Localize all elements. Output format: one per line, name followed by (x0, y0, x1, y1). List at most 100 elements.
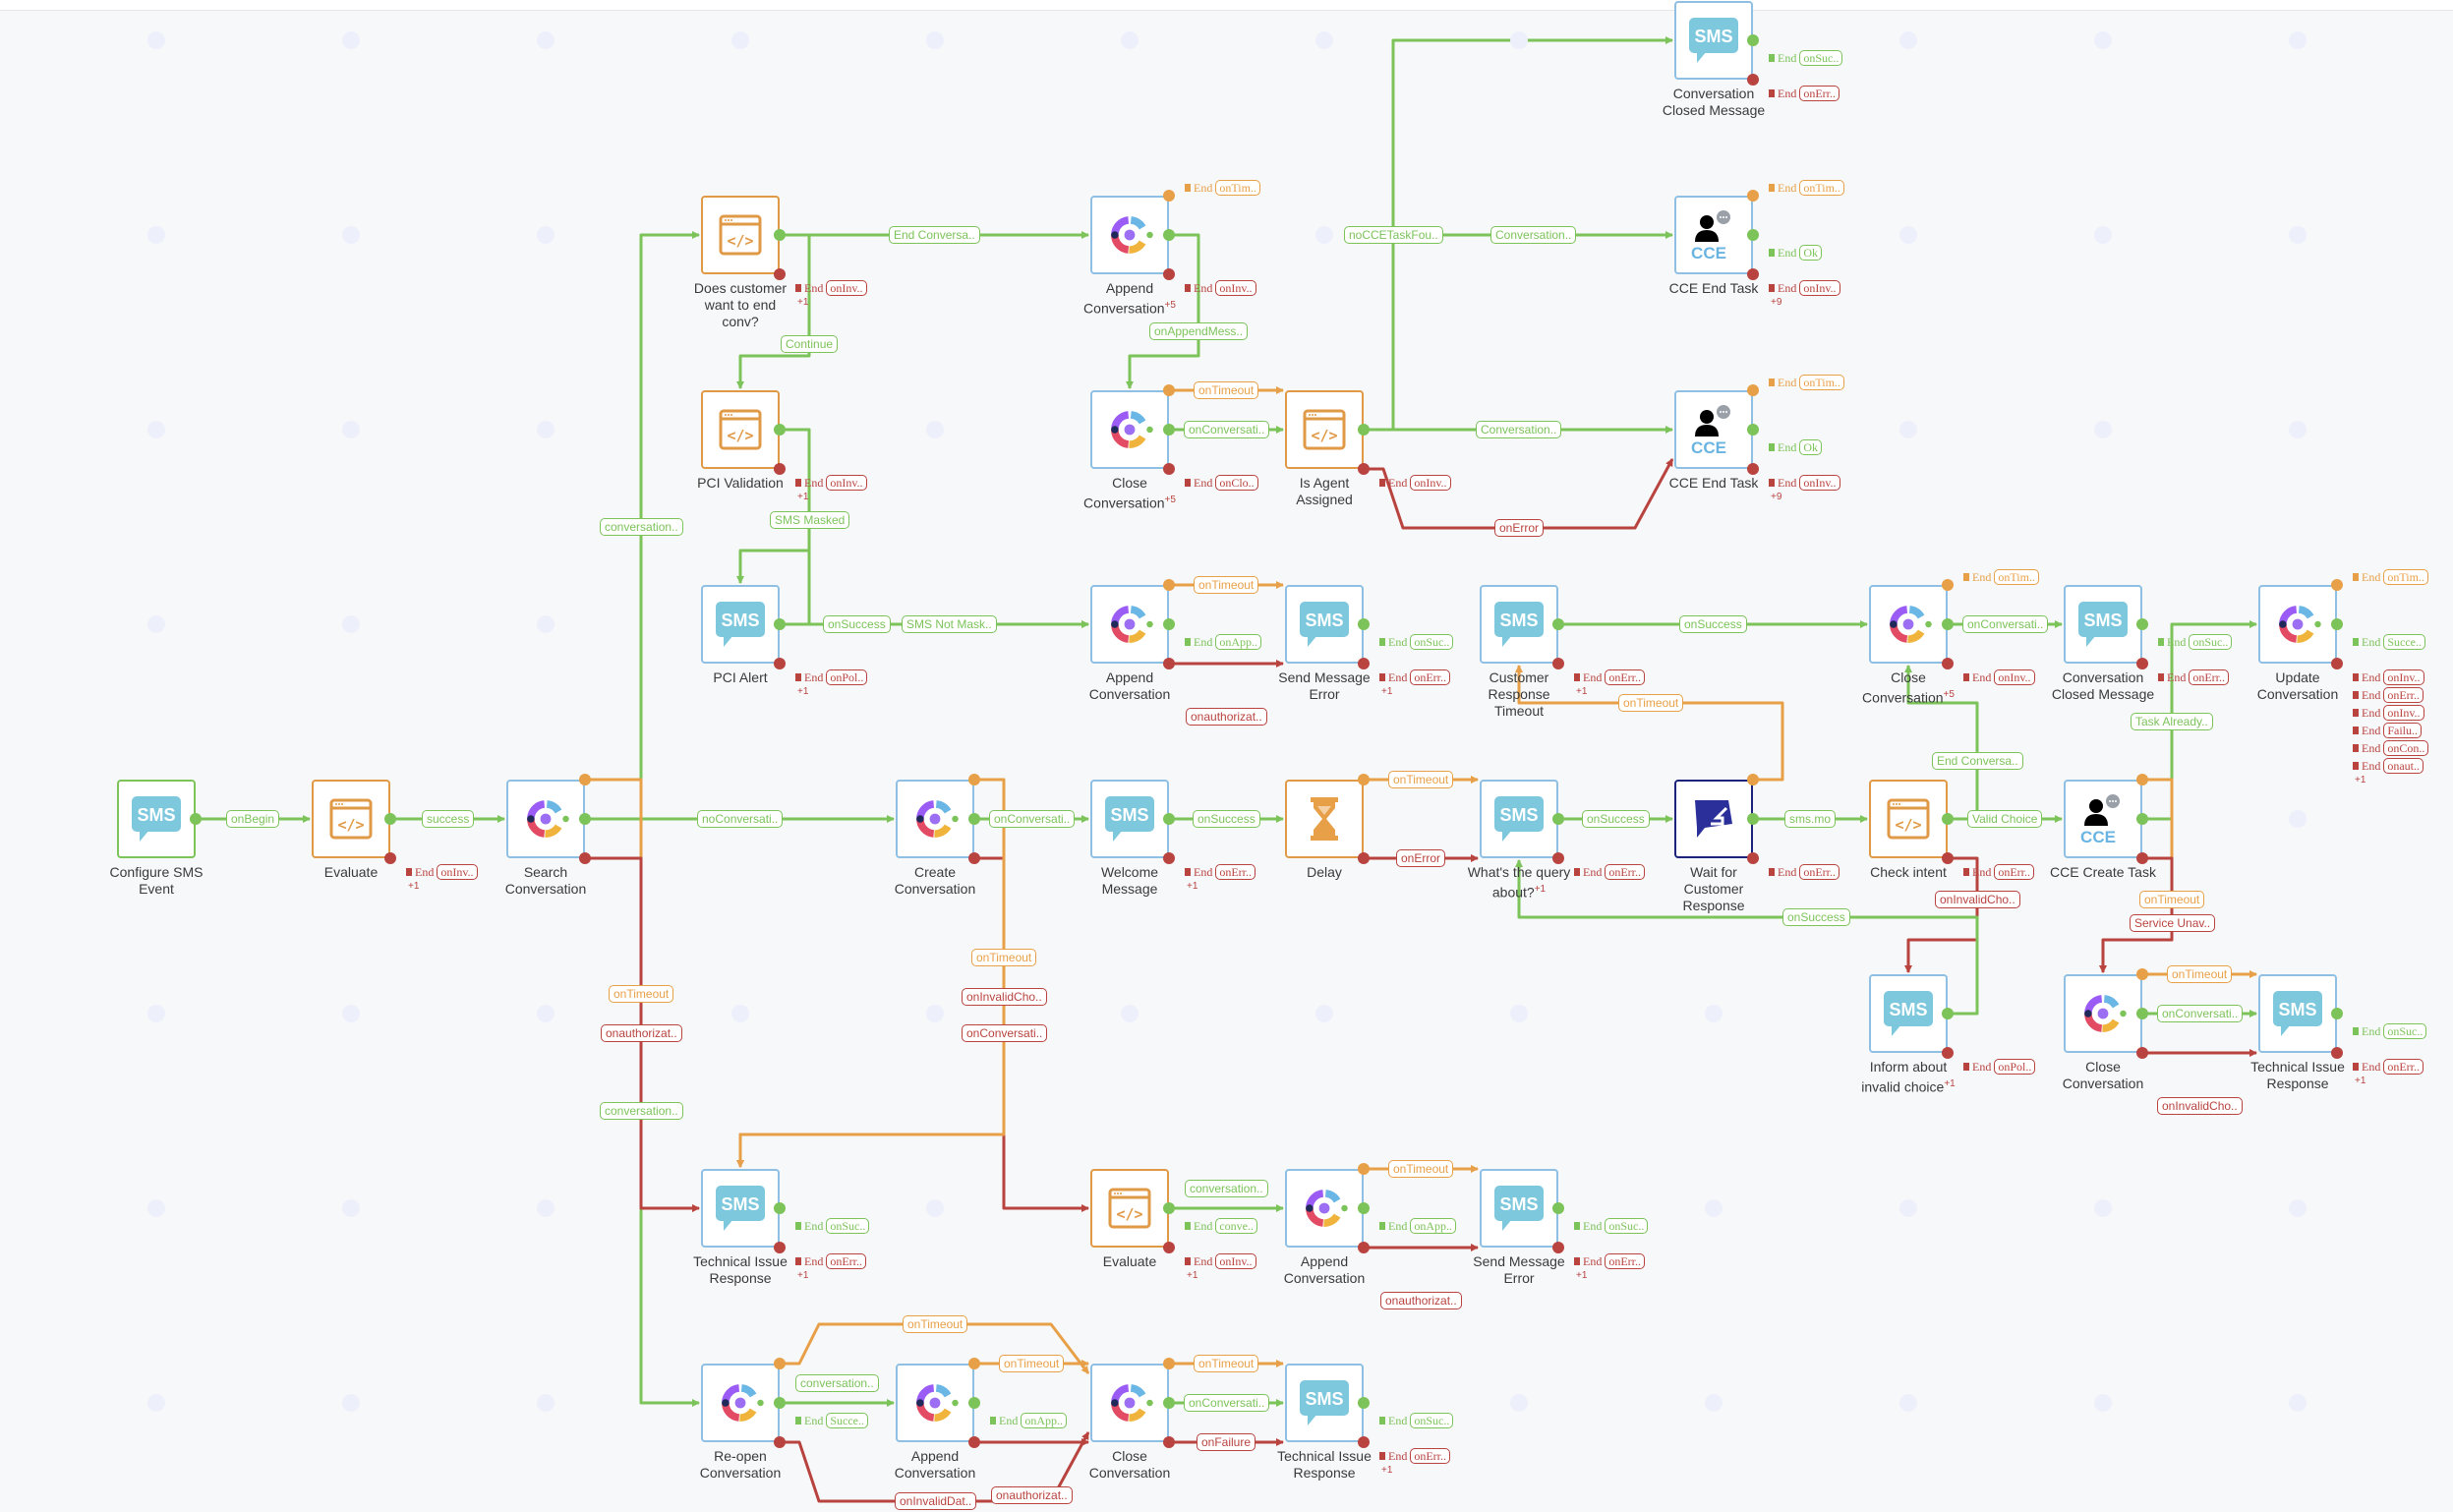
flow-node-cceEnd2[interactable]: CCE (1674, 390, 1753, 469)
edge-label[interactable]: Service Unav.. (2130, 914, 2216, 932)
edge-reopen-to-close4[interactable] (780, 1431, 1090, 1503)
end-tag-timeout[interactable]: End onTim.. (1769, 180, 1844, 196)
end-tag-success[interactable]: End Ok (1769, 439, 1823, 455)
end-tag-error[interactable]: End onErr.. (1963, 864, 2035, 880)
edge-label[interactable]: conversation.. (1185, 1180, 1268, 1197)
edge-label[interactable]: SMS Masked (770, 511, 850, 529)
port-error[interactable] (968, 852, 980, 864)
end-tag-error[interactable]: End onPol.. (1963, 1059, 2036, 1075)
port-error[interactable] (774, 268, 786, 280)
port-success[interactable] (1163, 618, 1175, 630)
edge-label[interactable]: onauthorizat.. (1380, 1292, 1462, 1309)
port-error[interactable] (774, 1436, 786, 1448)
port-error[interactable] (2331, 658, 2343, 669)
port-timeout[interactable] (1747, 774, 1759, 785)
edge-label[interactable]: noCCETaskFou.. (1344, 226, 1443, 244)
flow-node-create[interactable] (896, 780, 974, 858)
flow-node-welcome[interactable]: SMS (1090, 780, 1169, 858)
port-success[interactable] (1358, 618, 1370, 630)
port-success[interactable] (1163, 229, 1175, 241)
edge-label[interactable]: onSuccess (1782, 908, 1850, 926)
edge-label[interactable]: onError (1396, 849, 1446, 867)
flow-node-pciAlert[interactable]: SMS (701, 585, 780, 664)
port-timeout[interactable] (968, 1358, 980, 1369)
edge-label[interactable]: conversation.. (600, 1102, 683, 1120)
end-tag-error[interactable]: End onInv.. (2353, 705, 2424, 721)
flow-node-tech1[interactable]: SMS (701, 1169, 780, 1248)
end-tag-error[interactable]: End onErr.. (1769, 86, 1840, 101)
end-tag-error[interactable]: End onInv.. (1379, 475, 1451, 491)
port-timeout[interactable] (2331, 579, 2343, 591)
flow-node-isAgent[interactable]: </> (1285, 390, 1364, 469)
flow-node-cceEnd1[interactable]: CCE (1674, 196, 1753, 274)
edge-label[interactable]: onTimeout (1194, 1355, 1259, 1372)
edge-label[interactable]: onTimeout (1618, 694, 1684, 712)
port-timeout[interactable] (1163, 1358, 1175, 1369)
edge-label[interactable]: onauthorizat.. (991, 1486, 1073, 1504)
flow-node-append4[interactable] (896, 1364, 974, 1442)
end-tag-error[interactable]: End onInv.. (406, 864, 478, 880)
flow-node-close2[interactable] (2064, 974, 2142, 1053)
end-tag-error[interactable]: End onErr.. (2353, 687, 2424, 703)
edge-label[interactable]: onInvalidDat.. (895, 1492, 977, 1510)
edge-label[interactable]: onAppendMess.. (1149, 322, 1249, 340)
port-success[interactable] (1942, 1008, 1954, 1019)
edge-label[interactable]: onSuccess (1582, 810, 1650, 828)
flow-node-close1[interactable] (1090, 390, 1169, 469)
flow-node-convClosed2[interactable]: SMS (2064, 585, 2142, 664)
port-success[interactable] (2331, 1008, 2343, 1019)
port-error[interactable] (1358, 1436, 1370, 1448)
port-success[interactable] (774, 424, 786, 436)
edge-label[interactable]: onFailure (1197, 1433, 1256, 1451)
edge-label[interactable]: onError (1494, 519, 1545, 537)
port-timeout[interactable] (1358, 774, 1370, 785)
edge-label[interactable]: onTimeout (609, 985, 674, 1003)
end-tag-error[interactable]: End onInv.. (1185, 1253, 1256, 1269)
port-success[interactable] (1163, 1397, 1175, 1409)
end-tag-error[interactable]: End onaut.. (2353, 758, 2424, 774)
edge-inform-to-whats[interactable] (1515, 859, 1979, 1016)
edge-reopen-to-close4[interactable] (780, 1322, 1090, 1374)
flow-node-pci[interactable]: </> (701, 390, 780, 469)
end-tag-success[interactable]: End onApp.. (1379, 1218, 1457, 1234)
edge-label[interactable]: onConversati.. (2157, 1005, 2244, 1022)
end-tag-error[interactable]: End Failu.. (2353, 723, 2423, 738)
edge-label[interactable]: Conversation.. (1490, 226, 1577, 244)
flow-node-cfg[interactable]: SMS (117, 780, 196, 858)
port-error[interactable] (1747, 463, 1759, 475)
port-success[interactable] (1358, 1202, 1370, 1214)
edge-label[interactable]: onTimeout (1388, 1160, 1454, 1178)
port-success[interactable] (1552, 618, 1564, 630)
port-success[interactable] (2331, 618, 2343, 630)
port-timeout[interactable] (1747, 384, 1759, 396)
end-tag-success[interactable]: End Succe.. (2353, 634, 2425, 650)
port-success[interactable] (774, 1202, 786, 1214)
port-error[interactable] (1552, 852, 1564, 864)
edge-label[interactable]: onConversati.. (1962, 615, 2049, 633)
port-timeout[interactable] (1163, 190, 1175, 202)
port-error[interactable] (1552, 1242, 1564, 1253)
edge-label[interactable]: Task Already.. (2131, 713, 2213, 730)
port-error[interactable] (1942, 852, 1954, 864)
port-success[interactable] (2136, 1008, 2148, 1019)
edge-label[interactable]: Continue (781, 335, 839, 353)
port-success[interactable] (774, 1397, 786, 1409)
port-success[interactable] (968, 1397, 980, 1409)
port-error[interactable] (774, 658, 786, 669)
port-success[interactable] (579, 813, 591, 825)
flow-node-reopen[interactable] (701, 1364, 780, 1442)
end-tag-success[interactable]: End onApp.. (1185, 634, 1262, 650)
port-error[interactable] (774, 1242, 786, 1253)
end-tag-timeout[interactable]: End onTim.. (2353, 569, 2428, 585)
edge-label[interactable]: End Conversa.. (889, 226, 980, 244)
port-success[interactable] (2136, 618, 2148, 630)
end-tag-success[interactable]: End onApp.. (990, 1413, 1068, 1428)
edge-label[interactable]: End Conversa.. (1932, 752, 2023, 770)
edge-create-to-tech1[interactable] (736, 856, 1006, 1168)
end-tag-error[interactable]: End onErr.. (795, 1253, 867, 1269)
flow-node-eval1[interactable]: </> (312, 780, 390, 858)
edge-label[interactable]: onInvalidCho.. (962, 988, 1047, 1006)
edge-cceCreate-to-close2[interactable] (2099, 856, 2174, 973)
end-tag-error[interactable]: End onErr.. (1185, 864, 1256, 880)
port-success[interactable] (190, 813, 202, 825)
